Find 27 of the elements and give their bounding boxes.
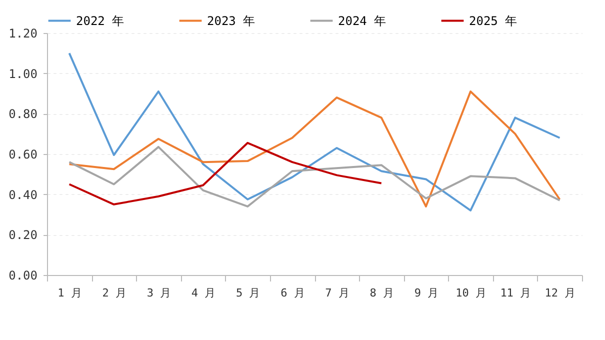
y-tick-label: 1.00 <box>8 66 38 81</box>
y-tick-label: 0.00 <box>8 268 38 282</box>
x-tick-label: 3 月 <box>146 286 172 300</box>
legend-label: 2024 年 <box>338 14 386 28</box>
x-tick-label: 6 月 <box>280 286 305 300</box>
line-series <box>68 90 561 208</box>
y-tick-label: 0.60 <box>8 148 38 162</box>
line-series <box>68 142 382 206</box>
line-series <box>68 146 561 208</box>
x-tick-label: 7 月 <box>325 286 350 300</box>
y-tick-label: 0.20 <box>8 228 38 242</box>
x-tick-label: 9 月 <box>414 286 439 300</box>
y-tick-label: 0.40 <box>8 188 38 202</box>
y-tick-label: 1.20 <box>8 26 38 40</box>
legend-label: 2022 年 <box>76 14 124 28</box>
x-tick-label: 2 月 <box>102 286 126 300</box>
x-tick-label: 5 月 <box>236 286 260 300</box>
legend-label: 2023 年 <box>207 14 256 28</box>
x-tick-label: 8 月 <box>370 286 394 300</box>
line-series <box>68 52 561 212</box>
legend-label: 2025 年 <box>469 14 518 28</box>
x-tick-label: 10 月 <box>456 286 486 300</box>
y-tick-label: 0.80 <box>8 107 38 122</box>
x-tick-label: 1 月 <box>58 286 82 300</box>
x-tick-label: 12 月 <box>544 286 576 300</box>
x-tick-label: 11 月 <box>500 286 532 300</box>
x-tick-label: 4 月 <box>191 286 216 300</box>
